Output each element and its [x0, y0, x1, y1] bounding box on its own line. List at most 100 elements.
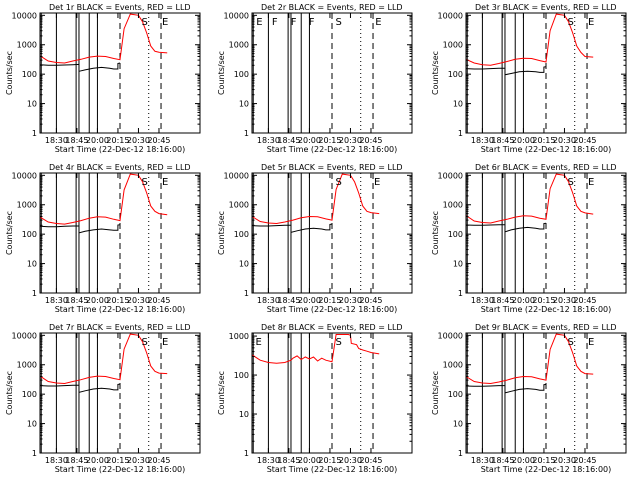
series-lld-line: [251, 334, 380, 364]
x-tick-label: 20:00: [86, 296, 109, 305]
y-tick-label: 1000: [17, 361, 37, 370]
x-tick-label: 18:45: [277, 136, 300, 145]
y-tick-label: 10000: [438, 11, 463, 20]
panel-title: Det 6r BLACK = Events, RED = LLD: [475, 163, 617, 172]
x-tick-label: 18:30: [257, 136, 280, 145]
x-tick-label: 18:30: [45, 456, 68, 465]
series-events-line: [251, 223, 333, 234]
y-tick-label: 100: [448, 230, 463, 239]
y-axis-label: Counts/sec: [217, 371, 226, 415]
x-tick-label: 20:00: [298, 296, 321, 305]
phase-annotation: E: [256, 17, 262, 28]
x-axis-label: Start Time (22-Dec-12 18:16:00): [267, 465, 398, 474]
plot-frame: [465, 332, 627, 454]
panel-title: Det 4r BLACK = Events, RED = LLD: [49, 163, 191, 172]
plot-frame: [251, 332, 413, 454]
y-tick-label: 10: [453, 260, 463, 269]
y-tick-label: 10000: [224, 171, 249, 180]
y-tick-label: 100: [22, 230, 37, 239]
x-axis-label: Start Time (22-Dec-12 18:16:00): [481, 305, 612, 314]
series-lld-line: [251, 173, 380, 225]
x-tick-label: 20:30: [127, 296, 150, 305]
y-tick-label: 100: [22, 70, 37, 79]
x-tick-label: 18:30: [471, 136, 494, 145]
x-axis-label: Start Time (22-Dec-12 18:16:00): [481, 465, 612, 474]
y-tick-label: 1000: [443, 201, 463, 210]
phase-annotation: E: [255, 337, 261, 348]
panel-det-6: Det 6r BLACK = Events, RED = LLD 1 10 100 10…: [431, 163, 627, 314]
y-tick-label: 10: [27, 420, 37, 429]
x-tick-label: 20:45: [359, 296, 382, 305]
y-tick-label: 1000: [229, 41, 249, 50]
phase-annotation: S: [568, 17, 574, 28]
series-lld-line: [39, 13, 168, 64]
x-tick-label: 20:45: [147, 296, 170, 305]
x-tick-label: 18:30: [257, 296, 280, 305]
x-axis-label: Start Time (22-Dec-12 18:16:00): [55, 465, 186, 474]
x-tick-label: 20:30: [127, 456, 150, 465]
series-events-line: [465, 383, 547, 394]
y-tick-label: 1: [244, 449, 249, 458]
panel-det-4: Det 4r BLACK = Events, RED = LLD 1 10 100 10…: [5, 163, 201, 314]
x-tick-label: 18:45: [491, 456, 514, 465]
y-tick-label: 1: [244, 289, 249, 298]
phase-annotation: E: [374, 177, 380, 188]
y-tick-label: 100: [22, 390, 37, 399]
x-axis-label: Start Time (22-Dec-12 18:16:00): [55, 145, 186, 154]
series-lld-line: [465, 173, 594, 224]
x-tick-label: 20:30: [339, 456, 362, 465]
phase-annotation: S: [335, 17, 341, 28]
y-tick-label: 100: [448, 70, 463, 79]
phase-annotation: E: [162, 337, 168, 348]
phase-annotation: S: [142, 177, 148, 188]
x-tick-label: 18:45: [277, 456, 300, 465]
x-tick-label: 20:45: [359, 456, 382, 465]
x-tick-label: 20:30: [553, 296, 576, 305]
x-tick-label: 20:30: [553, 136, 576, 145]
y-tick-label: 10: [453, 420, 463, 429]
series-events-line: [39, 62, 121, 72]
x-axis-label: Start Time (22-Dec-12 18:16:00): [481, 145, 612, 154]
phase-annotation: S: [335, 177, 341, 188]
plot-frame: [251, 172, 413, 294]
plot-frame: [465, 12, 627, 134]
phase-annotation: F: [291, 17, 297, 28]
x-tick-label: 20:45: [359, 136, 382, 145]
x-tick-label: 20:00: [512, 136, 535, 145]
x-tick-label: 20:00: [86, 456, 109, 465]
phase-annotation: S: [142, 337, 148, 348]
x-tick-label: 20:30: [339, 296, 362, 305]
x-tick-label: 20:45: [573, 136, 596, 145]
phase-annotation: E: [588, 337, 594, 348]
x-tick-label: 18:30: [257, 456, 280, 465]
y-axis-label: Counts/sec: [217, 51, 226, 95]
y-tick-label: 1000: [229, 332, 249, 341]
x-tick-label: 18:45: [65, 136, 88, 145]
x-tick-label: 18:45: [277, 296, 300, 305]
y-tick-label: 100: [234, 230, 249, 239]
y-tick-label: 10000: [12, 171, 37, 180]
y-axis-label: Counts/sec: [217, 211, 226, 255]
x-tick-label: 20:15: [532, 456, 555, 465]
y-axis-label: Counts/sec: [5, 211, 14, 255]
series-lld-line: [39, 173, 168, 225]
x-axis-label: Start Time (22-Dec-12 18:16:00): [267, 305, 398, 314]
phase-annotation: E: [162, 17, 168, 28]
x-tick-label: 20:45: [573, 296, 596, 305]
phase-annotation: F: [309, 17, 315, 28]
x-tick-label: 20:00: [298, 136, 321, 145]
x-tick-label: 18:45: [491, 136, 514, 145]
x-tick-label: 18:45: [65, 296, 88, 305]
x-axis-label: Start Time (22-Dec-12 18:16:00): [55, 305, 186, 314]
x-tick-label: 18:30: [45, 296, 68, 305]
y-axis-label: Counts/sec: [5, 51, 14, 95]
panel-title: Det 8r BLACK = Events, RED = LLD: [261, 323, 403, 332]
x-tick-label: 20:15: [106, 136, 129, 145]
x-tick-label: 20:30: [339, 136, 362, 145]
x-tick-label: 20:45: [147, 136, 170, 145]
x-tick-label: 20:00: [298, 456, 321, 465]
y-tick-label: 1: [458, 289, 463, 298]
y-axis-label: Counts/sec: [5, 371, 14, 415]
y-tick-label: 1000: [17, 201, 37, 210]
x-tick-label: 20:15: [318, 296, 341, 305]
